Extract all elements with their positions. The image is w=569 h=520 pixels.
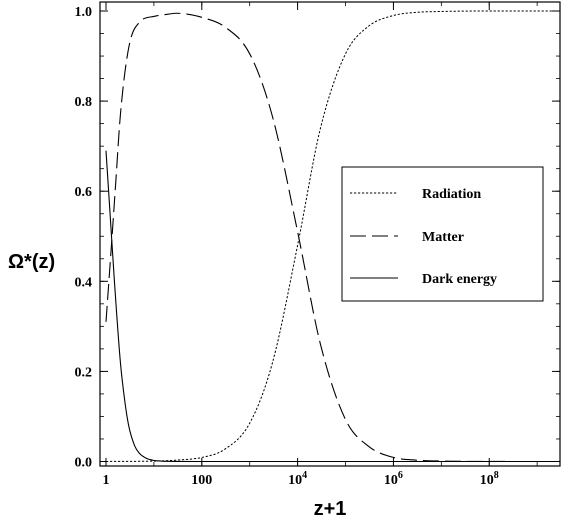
y-ticks: 0.0 0.2 0.4 0.6 0.8 1.0: [75, 5, 560, 470]
y-tick-label: 0.4: [75, 275, 93, 290]
legend-box: [341, 166, 544, 302]
y-tick-label: 0.0: [75, 455, 93, 470]
x-tick-label: 106: [384, 470, 403, 488]
y-tick-label: 0.6: [75, 185, 93, 200]
x-tick-label: 108: [480, 470, 499, 488]
plot-frame: [99, 1, 561, 467]
curves: [105, 10, 557, 463]
series-line-matter: [105, 12, 557, 463]
y-tick-label: 0.8: [75, 95, 93, 110]
legend-label-radiation: Radiation: [422, 187, 481, 202]
x-tick-label: 1: [102, 473, 109, 488]
legend: Radiation Matter Dark energy: [341, 166, 544, 302]
legend-label-matter: Matter: [422, 230, 464, 245]
legend-label-dark-energy: Dark energy: [422, 272, 497, 287]
y-axis-title: Ω*(z): [8, 251, 55, 273]
x-axis-title: z+1: [314, 498, 347, 520]
x-tick-label: 104: [288, 470, 307, 488]
y-tick-label: 1.0: [75, 5, 93, 20]
series-line-dark-energy: [105, 150, 557, 463]
y-tick-label: 0.2: [75, 365, 93, 380]
x-tick-label: 100: [191, 473, 212, 488]
x-ticks: 1 100 104 106 108: [102, 2, 538, 488]
